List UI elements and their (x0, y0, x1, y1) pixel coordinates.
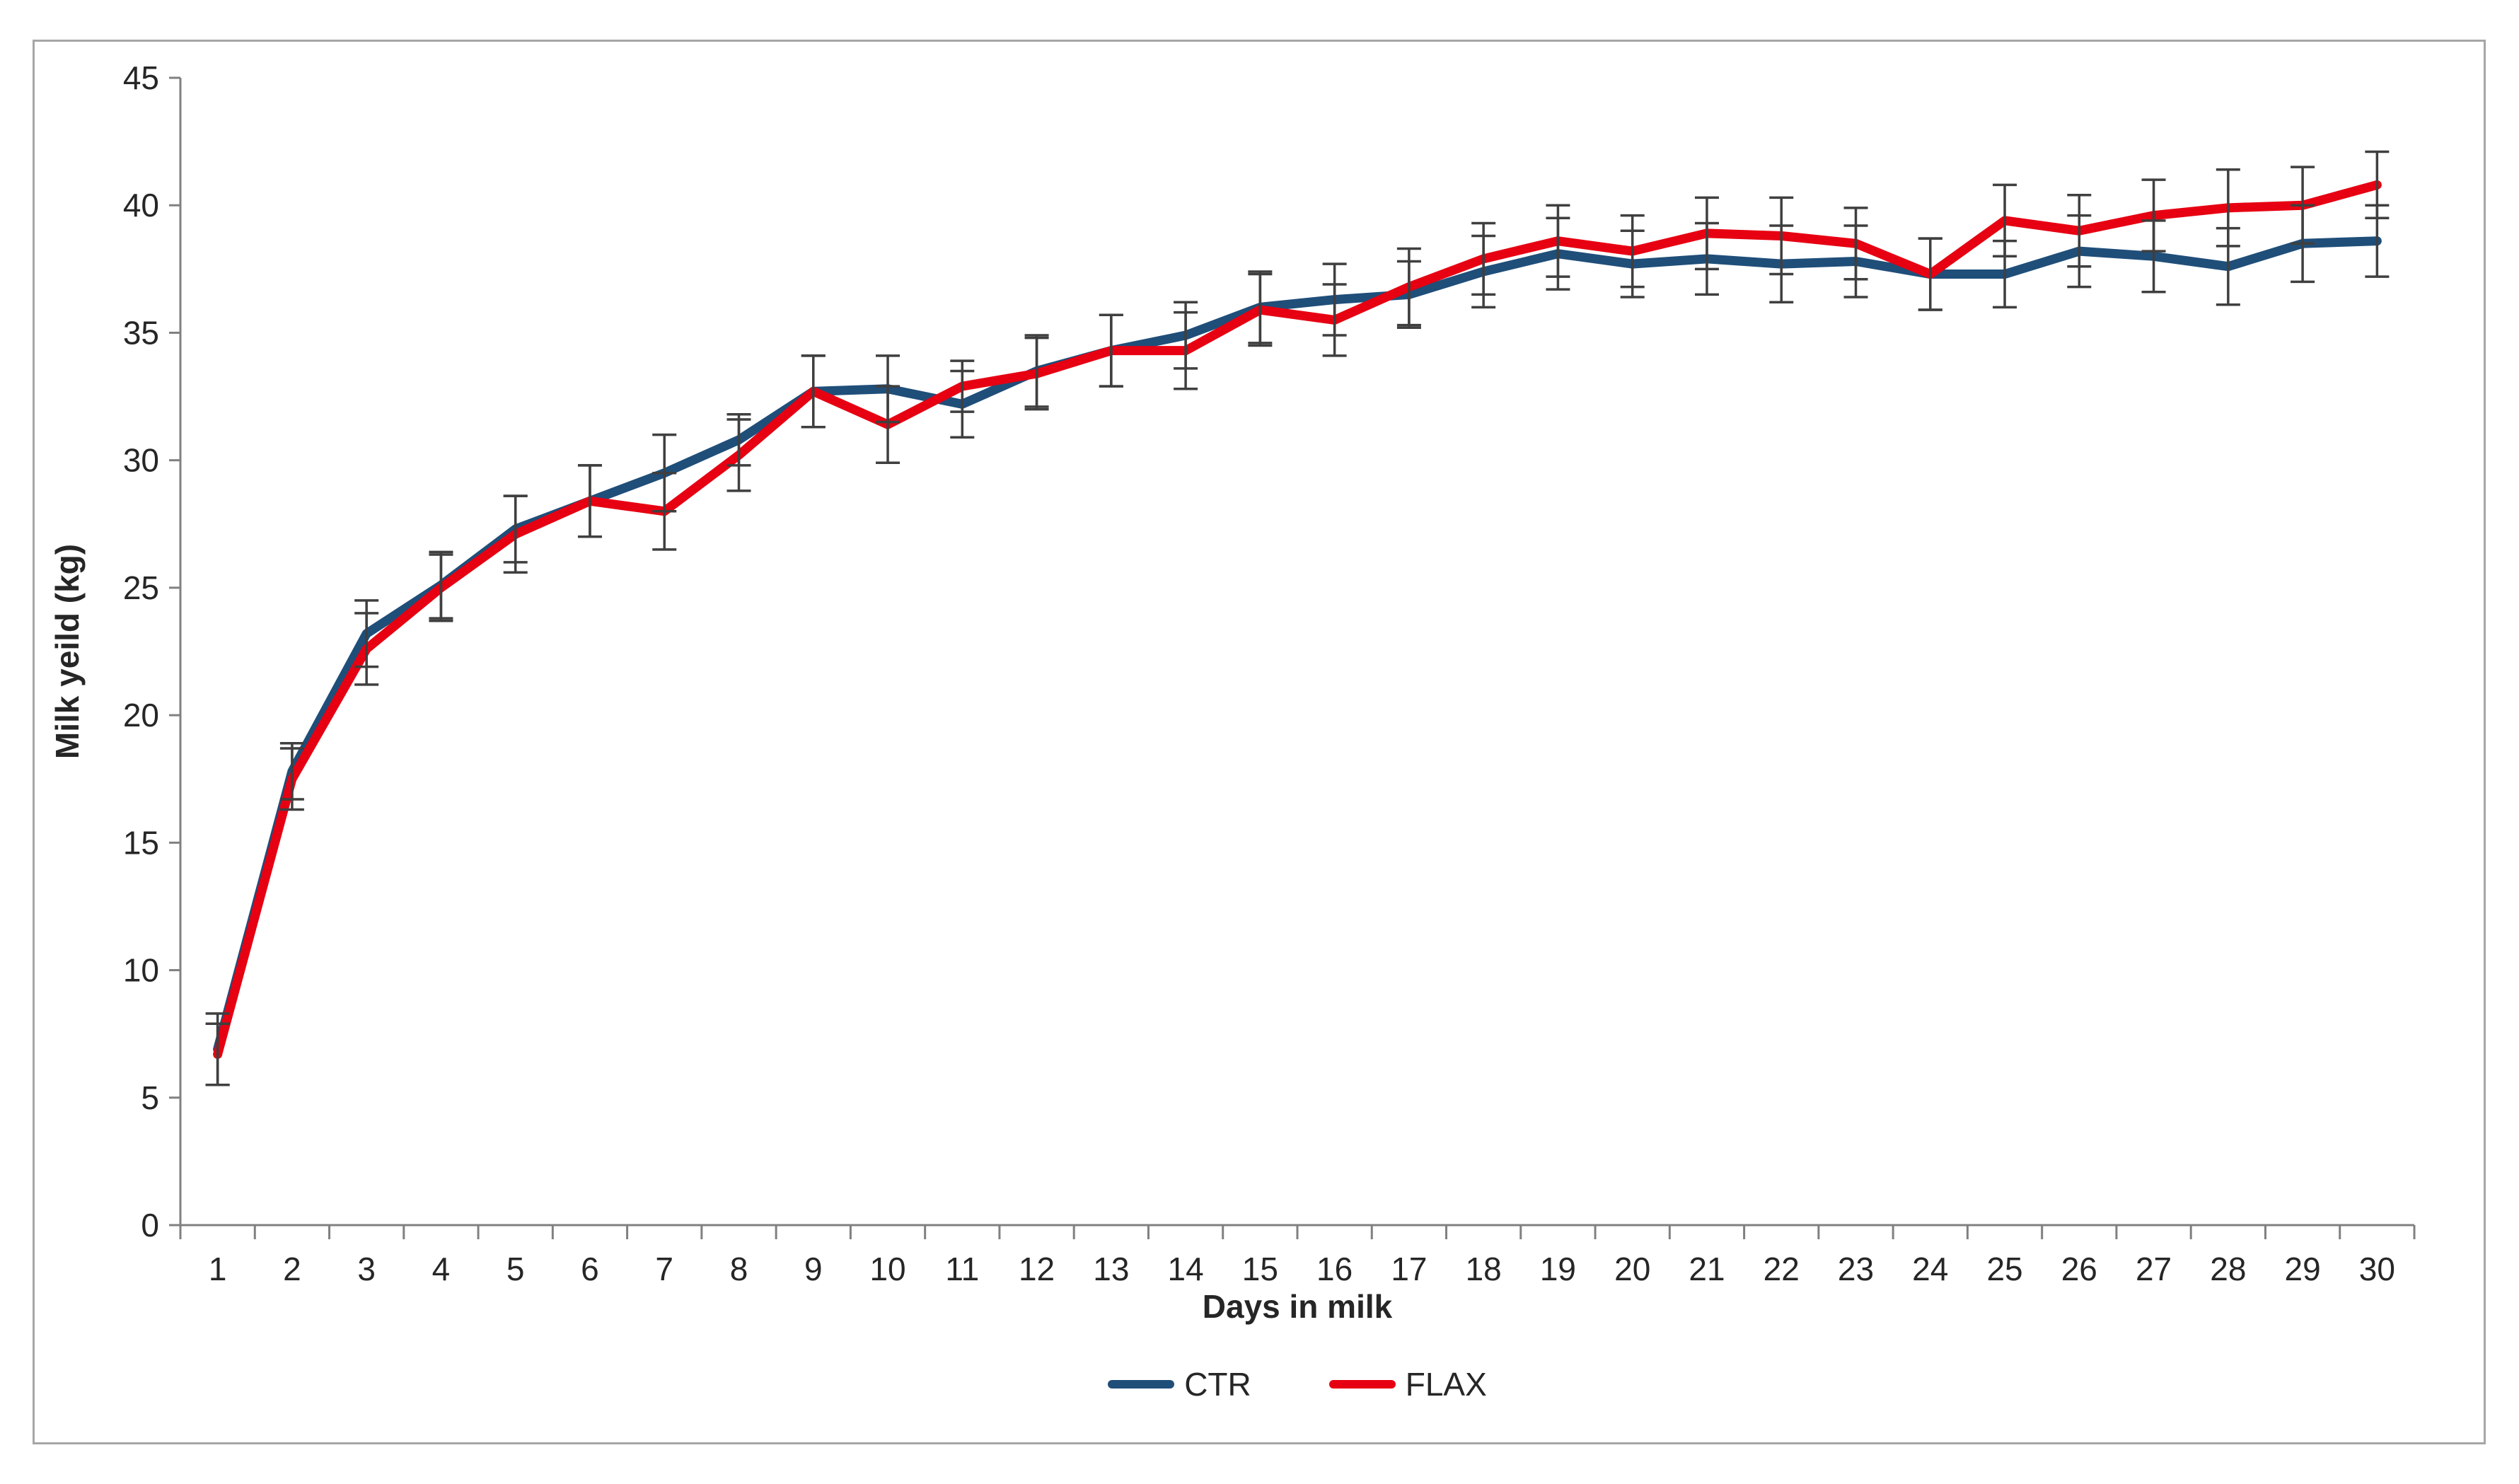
x-tick-label: 20 (1614, 1251, 1650, 1287)
x-tick-label: 11 (945, 1251, 979, 1287)
error-bars-FLAX (205, 150, 2390, 1086)
x-axis-title: Days in milk (1202, 1288, 1393, 1325)
x-tick-label: 27 (2136, 1251, 2172, 1287)
x-tick-label: 28 (2210, 1251, 2246, 1287)
figure-border (33, 40, 2486, 1444)
chart-legend: CTR FLAX (180, 1365, 2414, 1403)
y-tick-label: 20 (123, 697, 159, 734)
y-axis-title: Milk yeild (kg) (49, 543, 86, 760)
x-tick-label: 1 (209, 1251, 227, 1287)
x-tick-label: 7 (655, 1251, 673, 1287)
y-tick-label: 30 (123, 442, 159, 479)
y-tick-label: 40 (123, 187, 159, 224)
x-tick-label: 26 (2061, 1251, 2097, 1287)
y-tick-label: 10 (123, 952, 159, 989)
y-tick-label: 0 (141, 1207, 159, 1244)
x-tick-label: 30 (2359, 1251, 2395, 1287)
x-tick-label: 12 (1019, 1251, 1055, 1287)
legend-label-flax: FLAX (1405, 1366, 1487, 1403)
x-tick-label: 6 (581, 1251, 599, 1287)
x-tick-label: 17 (1391, 1251, 1427, 1287)
legend-label-ctr: CTR (1184, 1366, 1251, 1403)
x-tick-label: 13 (1093, 1251, 1129, 1287)
series-line-FLAX (213, 180, 2382, 1060)
y-tick-label: 25 (123, 569, 159, 606)
series-FLAX (213, 180, 2382, 1060)
y-tick-labels: 0 5 10 15 20 25 30 35 40 45 (123, 59, 180, 1244)
x-tick-label: 22 (1764, 1251, 1800, 1287)
x-tick-label: 16 (1316, 1251, 1353, 1287)
x-tick-labels: 1 2 3 4 5 6 7 8 9 10 11 12 13 14 15 16 17 18 19 20 21 22 23 24 2… (179, 1225, 2416, 1287)
x-tick-label: 29 (2285, 1251, 2321, 1287)
y-tick-label: 15 (123, 824, 159, 861)
series-CTR (213, 236, 2382, 1054)
x-tick-label: 5 (506, 1251, 525, 1287)
y-tick-label: 35 (123, 314, 159, 351)
legend-item-flax: FLAX (1328, 1365, 1487, 1403)
legend-item-ctr: CTR (1108, 1365, 1251, 1403)
x-tick-label: 24 (1912, 1251, 1948, 1287)
x-tick-label: 3 (357, 1251, 376, 1287)
x-tick-label: 9 (804, 1251, 823, 1287)
x-tick-label: 25 (1986, 1251, 2022, 1287)
x-tick-label: 19 (1540, 1251, 1576, 1287)
y-tick-label: 5 (141, 1079, 159, 1116)
flax-line-swatch (1328, 1380, 1396, 1389)
x-tick-label: 10 (869, 1251, 905, 1287)
x-tick-label: 15 (1242, 1251, 1278, 1287)
error-bars-CTR (205, 204, 2390, 1086)
x-tick-label: 21 (1689, 1251, 1725, 1287)
x-tick-label: 14 (1168, 1251, 1204, 1287)
series-line-CTR (213, 236, 2382, 1054)
x-tick-label: 18 (1466, 1251, 1502, 1287)
x-tick-label: 23 (1838, 1251, 1874, 1287)
x-tick-label: 2 (283, 1251, 301, 1287)
x-tick-label: 8 (730, 1251, 748, 1287)
x-tick-label: 4 (432, 1251, 451, 1287)
y-tick-label: 45 (123, 59, 159, 96)
ctr-line-swatch (1108, 1380, 1175, 1389)
